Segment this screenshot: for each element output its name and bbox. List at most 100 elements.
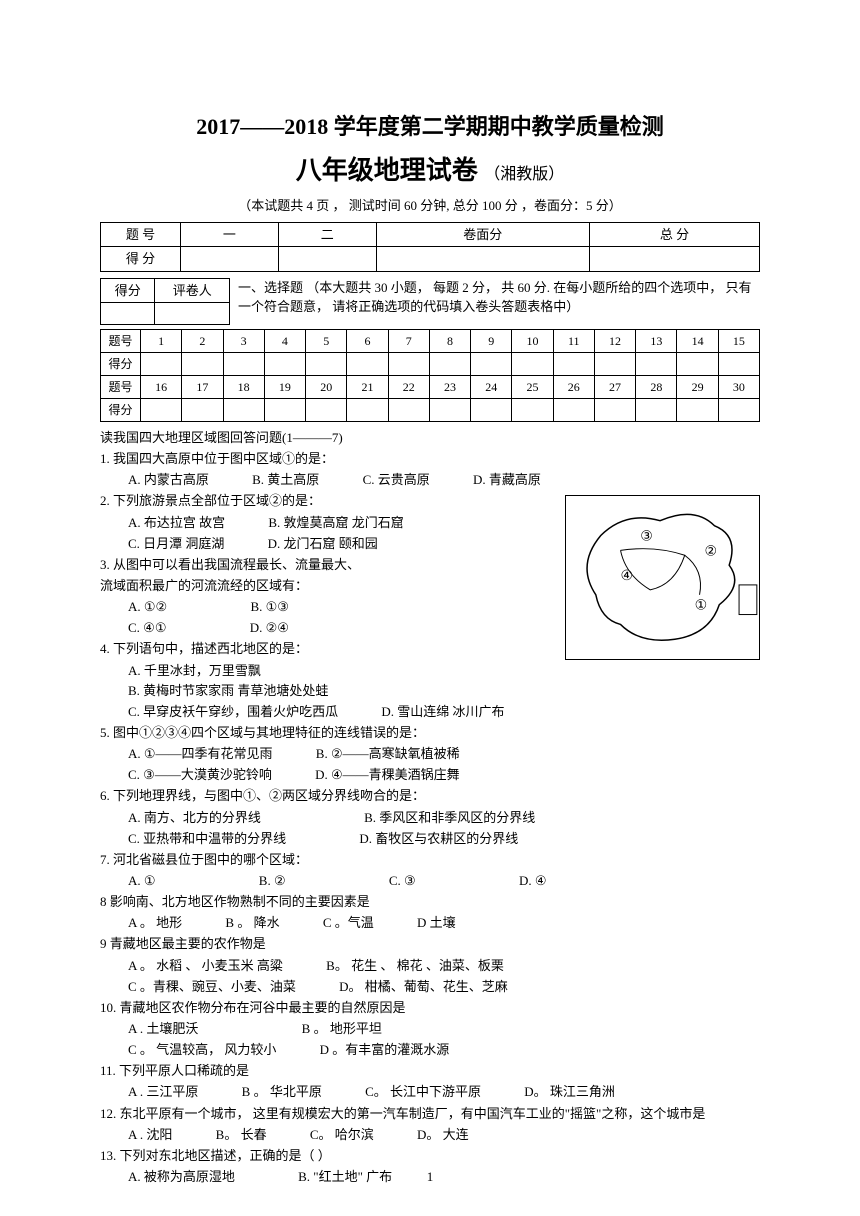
option-a: A . 沈阳 bbox=[128, 1125, 172, 1145]
edition-label: （湘教版） bbox=[484, 166, 564, 183]
q10-options-1: A . 土壤肥沃 B 。 地形平坦 bbox=[100, 1019, 760, 1039]
col-4: 总 分 bbox=[589, 222, 759, 247]
qnum: 28 bbox=[636, 376, 677, 399]
col-1: 一 bbox=[181, 222, 279, 247]
q11-options: A . 三江平原 B 。 华北平原 C。 长江中下游平原 D。 珠江三角洲 bbox=[100, 1082, 760, 1102]
option-d: D. 龙门石窟 颐和园 bbox=[268, 534, 378, 554]
q6-options-2: C. 亚热带和中温带的分界线 D. 畜牧区与农耕区的分界线 bbox=[100, 829, 760, 849]
option-a: A . 土壤肥沃 bbox=[128, 1019, 198, 1039]
blank-cell bbox=[388, 399, 429, 422]
option-d: D. 雪山连绵 冰川广布 bbox=[381, 702, 504, 722]
option-b: B. 黄土高原 bbox=[252, 470, 319, 490]
exam-info: （本试题共 4 页 ， 测试时间 60 分钟, 总分 100 分 ，卷面分：5 … bbox=[100, 196, 760, 216]
row-label: 得分 bbox=[101, 399, 141, 422]
qnum: 7 bbox=[388, 330, 429, 353]
intro-text: 读我国四大地理区域图回答问题(1———7) bbox=[100, 428, 760, 448]
qnum: 8 bbox=[429, 330, 470, 353]
blank-cell bbox=[264, 399, 305, 422]
q9-options-2: C 。青稞、豌豆、小麦、油菜 D。 柑橘、葡萄、花生、芝麻 bbox=[100, 977, 760, 997]
q4-options-1: A. 千里冰封，万里雪飘 B. 黄梅时节家家雨 青草池塘处处蛙 bbox=[100, 661, 760, 701]
q6-stem: 6. 下列地理界线，与图中①、②两区域分界线吻合的是： bbox=[100, 786, 760, 806]
option-a: A. ①② bbox=[128, 597, 167, 617]
q6-options-1: A. 南方、北方的分界线 B. 季风区和非季风区的分界线 bbox=[100, 808, 760, 828]
blank-cell bbox=[677, 353, 718, 376]
answer-grid: 题号 1 2 3 4 5 6 7 8 9 10 11 12 13 14 15 得… bbox=[100, 329, 760, 422]
qnum: 26 bbox=[553, 376, 594, 399]
q12-options: A . 沈阳 B。 长春 C。 哈尔滨 D。 大连 bbox=[100, 1125, 760, 1145]
q5-options-2: C. ③——大漠黄沙驼铃响 D. ④——青稞美酒锅庄舞 bbox=[100, 765, 760, 785]
row-label: 题号 bbox=[101, 376, 141, 399]
option-b: B。 花生 、 棉花 、油菜、板栗 bbox=[326, 956, 504, 976]
option-c: C. 云贵高原 bbox=[363, 470, 430, 490]
qnum: 16 bbox=[141, 376, 182, 399]
q10-stem: 10. 青藏地区农作物分布在河谷中最主要的自然原因是 bbox=[100, 998, 760, 1018]
q11-stem: 11. 下列平原人口稀疏的是 bbox=[100, 1061, 760, 1081]
option-a: A 。 地形 bbox=[128, 913, 182, 933]
svg-text:①: ① bbox=[695, 598, 707, 613]
blank-cell bbox=[181, 247, 279, 272]
blank-cell bbox=[636, 399, 677, 422]
blank-cell bbox=[718, 353, 759, 376]
option-d: D. ④ bbox=[519, 871, 547, 891]
blank-cell bbox=[388, 353, 429, 376]
qnum: 23 bbox=[429, 376, 470, 399]
blank-cell bbox=[306, 353, 347, 376]
qnum: 20 bbox=[306, 376, 347, 399]
blank-cell bbox=[594, 399, 635, 422]
blank-cell bbox=[376, 247, 589, 272]
qnum: 15 bbox=[718, 330, 759, 353]
q7-options: A. ① B. ② C. ③ D. ④ bbox=[100, 871, 760, 891]
qnum: 25 bbox=[512, 376, 553, 399]
qnum: 21 bbox=[347, 376, 388, 399]
blank-cell bbox=[155, 303, 230, 325]
blank-cell bbox=[101, 303, 155, 325]
option-b: B 。 地形平坦 bbox=[302, 1019, 382, 1039]
option-c: C。 哈尔滨 bbox=[310, 1125, 374, 1145]
option-d: D. 青藏高原 bbox=[473, 470, 541, 490]
option-c: C. ④① bbox=[128, 618, 166, 638]
blank-cell bbox=[182, 399, 223, 422]
col-3: 卷面分 bbox=[376, 222, 589, 247]
qnum: 3 bbox=[223, 330, 264, 353]
option-a: A . 三江平原 bbox=[128, 1082, 198, 1102]
row-label: 得分 bbox=[101, 353, 141, 376]
qnum: 29 bbox=[677, 376, 718, 399]
china-map-figure: ③ ② ④ ① bbox=[565, 495, 760, 660]
blank-cell bbox=[182, 353, 223, 376]
blank-cell bbox=[471, 353, 512, 376]
marker-table: 得分 评卷人 bbox=[100, 278, 230, 326]
q1-stem: 1. 我国四大高原中位于图中区域①的是： bbox=[100, 449, 760, 469]
blank-cell bbox=[141, 353, 182, 376]
option-a: A. ① bbox=[128, 871, 156, 891]
q12-stem: 12. 东北平原有一个城市， 这里有规模宏大的第一汽车制造厂，有中国汽车工业的"… bbox=[100, 1104, 760, 1124]
option-d: D 土壤 bbox=[417, 913, 456, 933]
q4-options-2: C. 早穿皮袄午穿纱，围着火炉吃西瓜 D. 雪山连绵 冰川广布 bbox=[100, 702, 760, 722]
option-b: B. 黄梅时节家家雨 青草池塘处处蛙 bbox=[128, 681, 328, 701]
sub-title: 八年级地理试卷 （湘教版） bbox=[100, 151, 760, 190]
option-d: D。 珠江三角洲 bbox=[524, 1082, 615, 1102]
blank-cell bbox=[223, 353, 264, 376]
blank-cell bbox=[278, 247, 376, 272]
option-b: B 。 降水 bbox=[225, 913, 279, 933]
option-b: B 。 华北平原 bbox=[242, 1082, 322, 1102]
q5-options-1: A. ①——四季有花常见雨 B. ②——高寒缺氧植被稀 bbox=[100, 744, 760, 764]
score-summary-table: 题 号 一 二 卷面分 总 分 得 分 bbox=[100, 222, 760, 272]
col-2: 二 bbox=[278, 222, 376, 247]
qnum: 1 bbox=[141, 330, 182, 353]
option-d: D. ④——青稞美酒锅庄舞 bbox=[315, 765, 460, 785]
row-label: 题 号 bbox=[101, 222, 181, 247]
option-b: B. ② bbox=[259, 871, 286, 891]
q1-options: A. 内蒙古高原 B. 黄土高原 C. 云贵高原 D. 青藏高原 bbox=[100, 470, 760, 490]
option-c: C 。青稞、豌豆、小麦、油菜 bbox=[128, 977, 296, 997]
option-a: A. 布达拉宫 故宫 bbox=[128, 513, 225, 533]
svg-text:②: ② bbox=[704, 544, 716, 559]
option-b: B. 季风区和非季风区的分界线 bbox=[364, 808, 535, 828]
blank-cell bbox=[553, 353, 594, 376]
option-c: C. 日月潭 洞庭湖 bbox=[128, 534, 224, 554]
q9-options-1: A 。 水稻 、 小麦玉米 高粱 B。 花生 、 棉花 、油菜、板栗 bbox=[100, 956, 760, 976]
qnum: 14 bbox=[677, 330, 718, 353]
blank-cell bbox=[471, 399, 512, 422]
paper-name: 八年级地理试卷 bbox=[296, 156, 478, 185]
q9-stem: 9 青藏地区最主要的农作物是 bbox=[100, 934, 760, 954]
row-label: 题号 bbox=[101, 330, 141, 353]
